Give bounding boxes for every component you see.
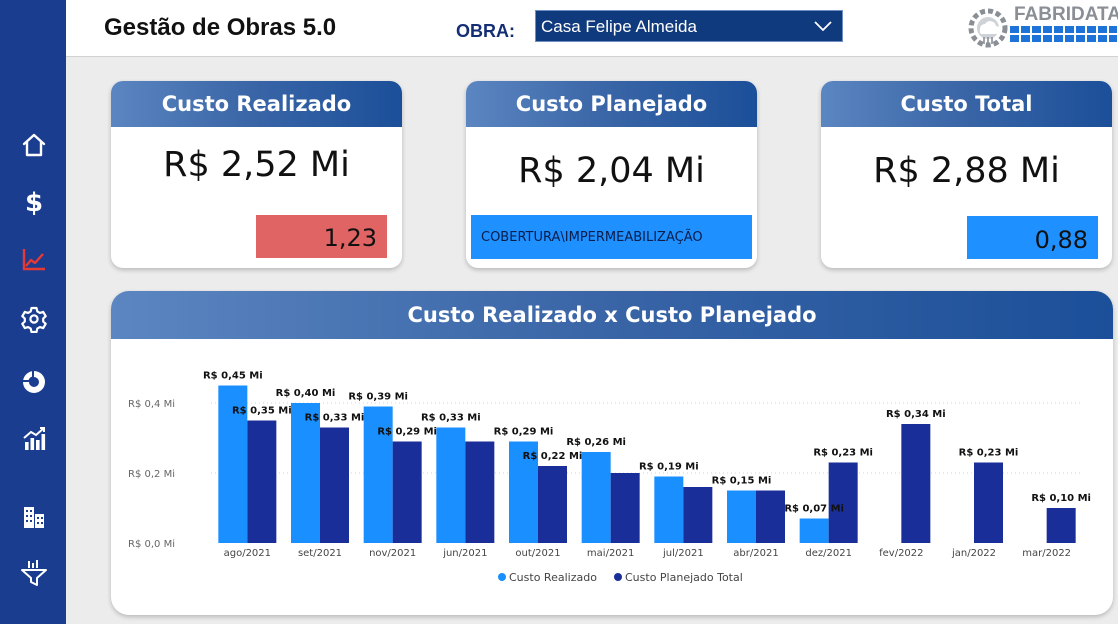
bar-realizado <box>654 476 684 543</box>
x-tick-label: jan/2022 <box>951 548 996 559</box>
data-label: R$ 0,39 Mi <box>348 392 408 403</box>
bar-planejado <box>1046 508 1076 543</box>
bar-chart: R$ 0,0 Mi R$ 0,2 Mi R$ 0,4 Mi ago/2021 set/2… <box>128 371 1091 585</box>
x-tick-label: out/2021 <box>515 548 560 559</box>
bar-realizado <box>727 490 756 543</box>
obra-selected-value: Casa Felipe Almeida <box>541 17 697 36</box>
data-label: R$ 0,07 Mi <box>784 504 844 515</box>
nav-home[interactable] <box>14 128 54 162</box>
legend-marker <box>498 573 506 581</box>
bar-realizado <box>581 452 611 543</box>
bar-planejado <box>828 462 858 543</box>
bar-realizado <box>799 518 829 543</box>
fabridata-logo-icon <box>968 8 1117 48</box>
bar-planejado <box>610 473 640 543</box>
bar-planejado <box>392 441 422 543</box>
data-label: R$ 0,35 Mi <box>232 406 292 417</box>
data-label: R$ 0,40 Mi <box>276 388 336 399</box>
bar-realizado <box>509 441 538 543</box>
buildings-icon <box>24 507 44 528</box>
obra-dropdown[interactable]: Casa Felipe Almeida <box>535 10 843 42</box>
kpi-title: Custo Realizado <box>111 81 402 127</box>
data-label: R$ 0,23 Mi <box>813 448 873 459</box>
sidebar: $ <box>0 0 66 624</box>
data-label: R$ 0,34 Mi <box>886 409 946 420</box>
bar-realizado <box>291 403 320 543</box>
data-label: R$ 0,33 Mi <box>421 413 481 424</box>
chevron-down-icon <box>814 21 832 32</box>
data-label: R$ 0,10 Mi <box>1031 493 1091 504</box>
bar-planejado <box>538 466 567 543</box>
kpi-card-total: Custo Total R$ 2,88 Mi 0,88 <box>821 81 1112 268</box>
home-icon <box>22 133 46 157</box>
line-chart-icon <box>22 249 45 271</box>
gear-icon <box>21 306 47 333</box>
data-label: R$ 0,19 Mi <box>639 462 699 473</box>
chart-title: Custo Realizado x Custo Planejado <box>111 291 1113 339</box>
svg-text:$: $ <box>25 188 43 216</box>
legend-marker <box>614 573 622 581</box>
data-label: R$ 0,15 Mi <box>712 476 772 487</box>
bar-planejado <box>465 441 495 543</box>
data-label: R$ 0,29 Mi <box>494 427 554 438</box>
x-tick-label: mai/2021 <box>587 548 634 559</box>
kpi-card-realizado: Custo Realizado R$ 2,52 Mi 1,23 <box>111 81 402 268</box>
bar-planejado <box>756 490 785 543</box>
x-tick-label: set/2021 <box>298 548 342 559</box>
legend-label: Custo Realizado <box>509 571 597 584</box>
data-label: R$ 0,33 Mi <box>305 413 365 424</box>
bar-planejado <box>901 424 931 543</box>
kpi-badge: COBERTURA\IMPERMEABILIZAÇÃO <box>471 215 752 259</box>
nav-configuracoes[interactable] <box>14 302 54 336</box>
y-tick-label: R$ 0,0 Mi <box>128 539 175 550</box>
kpi-card-planejado: Custo Planejado R$ 2,04 Mi COBERTURA\IMP… <box>466 81 757 268</box>
y-tick-label: R$ 0,4 Mi <box>128 399 175 410</box>
data-label: R$ 0,29 Mi <box>377 427 437 438</box>
nav-indicadores[interactable] <box>14 422 54 456</box>
x-tick-label: dez/2021 <box>805 548 852 559</box>
bar-realizado <box>218 385 248 543</box>
chart-card: Custo Realizado x Custo Planejado R$ 0,0… <box>111 291 1113 615</box>
data-label: R$ 0,22 Mi <box>523 451 583 462</box>
bar-planejado <box>247 420 277 543</box>
x-tick-label: fev/2022 <box>879 548 923 559</box>
x-tick-label: mar/2022 <box>1022 548 1071 559</box>
dollar-icon: $ <box>25 188 43 216</box>
kpi-badge: 1,23 <box>256 215 387 258</box>
nav-filtros[interactable] <box>14 556 54 590</box>
nav-financeiro[interactable]: $ <box>14 184 54 218</box>
nav-distribuicao[interactable] <box>14 365 54 399</box>
x-tick-label: abr/2021 <box>733 548 778 559</box>
kpi-value: R$ 2,04 Mi <box>518 151 705 191</box>
obra-label: OBRA: <box>456 21 515 41</box>
nav-obras[interactable] <box>14 500 54 534</box>
x-tick-label: jul/2021 <box>662 548 704 559</box>
data-label: R$ 0,23 Mi <box>959 448 1019 459</box>
kpi-title: Custo Planejado <box>466 81 757 127</box>
bar-realizado <box>363 406 393 543</box>
donut-chart-icon <box>23 371 45 393</box>
top-bar: Gestão de Obras 5.0 OBRA: Casa Felipe Al… <box>66 0 1118 57</box>
kpi-value: R$ 2,52 Mi <box>163 145 350 185</box>
fabridata-logo: FABRIDATA <box>966 4 1118 52</box>
kpi-title: Custo Total <box>821 81 1112 127</box>
x-tick-label: nov/2021 <box>369 548 416 559</box>
bar-planejado <box>683 487 713 543</box>
y-tick-label: R$ 0,2 Mi <box>128 469 175 480</box>
bar-planejado <box>320 427 349 543</box>
nav-custos[interactable] <box>14 242 54 276</box>
bar-chart-icon <box>23 427 46 450</box>
legend-label: Custo Planejado Total <box>625 571 743 584</box>
x-tick-label: jun/2021 <box>442 548 487 559</box>
kpi-value: R$ 2,88 Mi <box>873 151 1060 191</box>
funnel-icon <box>21 560 47 586</box>
page-title: Gestão de Obras 5.0 <box>104 14 337 41</box>
logo-text: FABRIDATA <box>1014 4 1118 25</box>
x-tick-label: ago/2021 <box>224 548 271 559</box>
data-label: R$ 0,45 Mi <box>203 371 263 382</box>
kpi-badge: 0,88 <box>967 216 1098 259</box>
bar-realizado <box>436 427 466 543</box>
bar-planejado <box>974 462 1003 543</box>
data-label: R$ 0,26 Mi <box>566 437 626 448</box>
